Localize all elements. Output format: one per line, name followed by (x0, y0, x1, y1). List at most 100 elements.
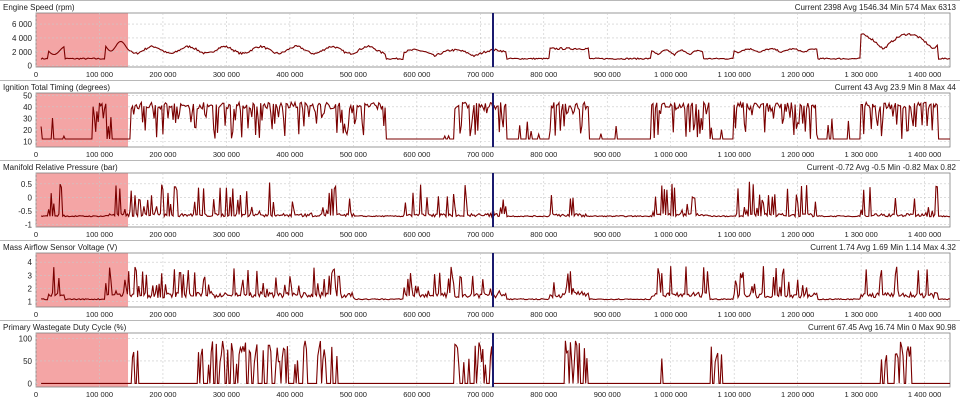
chart-panel-ignition-timing[interactable]: Ignition Total Timing (degrees) Current … (0, 80, 960, 160)
x-tick-label: 1 300 000 (844, 70, 877, 79)
y-tick-label: 2 000 (12, 48, 33, 57)
x-tick-label: 1 400 000 (908, 230, 941, 239)
x-tick-label: 200 000 (149, 70, 176, 79)
y-tick-label: 0 (28, 379, 33, 388)
x-tick-label: 100 000 (86, 150, 113, 159)
series-trace (41, 266, 951, 301)
x-tick-label: 800 000 (530, 390, 557, 399)
x-tick-label: 900 000 (594, 70, 621, 79)
x-tick-label: 600 000 (403, 230, 430, 239)
chart-panel-wastegate-duty[interactable]: Primary Wastegate Duty Cycle (%) Current… (0, 320, 960, 400)
x-tick-label: 1 300 000 (844, 150, 877, 159)
x-tick-label: 100 000 (86, 310, 113, 319)
x-tick-label: 400 000 (276, 230, 303, 239)
x-tick-label: 0 (34, 70, 38, 79)
x-tick-label: 700 000 (467, 390, 494, 399)
selection-range[interactable] (36, 173, 129, 227)
x-tick-label: 0 (34, 310, 38, 319)
x-tick-label: 1 100 000 (718, 310, 751, 319)
panel-title: Primary Wastegate Duty Cycle (%) (3, 323, 127, 332)
selection-range[interactable] (36, 333, 129, 387)
panel-stats: Current 43 Avg 23.9 Min 8 Max 44 (834, 83, 956, 92)
x-tick-label: 1 400 000 (908, 150, 941, 159)
y-tick-label: 0.5 (21, 180, 33, 189)
x-tick-label: 700 000 (467, 230, 494, 239)
plot-area[interactable]: 0 100 000 200 000 300 000 400 000 500 000 600 … (0, 1, 960, 81)
x-tick-label: 800 000 (530, 150, 557, 159)
y-tick-label: 2 (28, 285, 33, 294)
panel-title: Ignition Total Timing (degrees) (3, 83, 111, 92)
y-tick-label: 3 (28, 271, 33, 280)
x-tick-label: 300 000 (213, 150, 240, 159)
x-tick-label: 500 000 (340, 150, 367, 159)
y-tick-label: -0.5 (18, 207, 32, 216)
x-tick-label: 200 000 (149, 150, 176, 159)
y-tick-label: 4 (28, 258, 33, 267)
plot-area[interactable]: 0 100 000 200 000 300 000 400 000 500 000 600 … (0, 161, 960, 241)
x-tick-label: 800 000 (530, 70, 557, 79)
x-tick-label: 1 000 000 (654, 310, 687, 319)
x-tick-label: 200 000 (149, 230, 176, 239)
plot-area[interactable]: 0 100 000 200 000 300 000 400 000 500 000 600 … (0, 321, 960, 401)
x-tick-label: 200 000 (149, 390, 176, 399)
y-tick-label: 30 (23, 114, 32, 123)
panel-stats: Current 1.74 Avg 1.69 Min 1.14 Max 4.32 (810, 243, 956, 252)
y-tick-label: 4 000 (12, 34, 33, 43)
plot-area[interactable]: 0 100 000 200 000 300 000 400 000 500 000 600 … (0, 241, 960, 321)
x-tick-label: 1 300 000 (844, 230, 877, 239)
x-tick-label: 800 000 (530, 230, 557, 239)
x-tick-label: 1 200 000 (781, 230, 814, 239)
x-tick-label: 500 000 (340, 230, 367, 239)
x-tick-label: 1 000 000 (654, 70, 687, 79)
panel-title: Manifold Relative Pressure (bar) (3, 163, 118, 172)
plot-area[interactable]: 0 100 000 200 000 300 000 400 000 500 000 600 … (0, 81, 960, 161)
x-tick-label: 200 000 (149, 310, 176, 319)
panel-stats: Current -0.72 Avg -0.5 Min -0.82 Max 0.8… (806, 163, 956, 172)
x-tick-label: 1 300 000 (844, 310, 877, 319)
x-tick-label: 100 000 (86, 230, 113, 239)
x-tick-label: 1 000 000 (654, 150, 687, 159)
series-trace (40, 100, 950, 140)
panel-stats: Current 67.45 Avg 16.74 Min 0 Max 90.98 (808, 323, 956, 332)
x-tick-label: 1 400 000 (908, 390, 941, 399)
x-tick-label: 1 200 000 (781, 310, 814, 319)
x-tick-label: 700 000 (467, 70, 494, 79)
series-trace (41, 340, 950, 384)
x-tick-label: 600 000 (403, 390, 430, 399)
x-tick-label: 1 100 000 (718, 70, 751, 79)
panel-title: Engine Speed (rpm) (3, 3, 75, 12)
series-trace (40, 181, 950, 219)
x-tick-label: 600 000 (403, 70, 430, 79)
x-tick-label: 1 200 000 (781, 70, 814, 79)
x-tick-label: 300 000 (213, 70, 240, 79)
chart-panel-manifold-pressure[interactable]: Manifold Relative Pressure (bar) Current… (0, 160, 960, 240)
chart-panel-engine-speed[interactable]: Engine Speed (rpm) Current 2398 Avg 1546… (0, 0, 960, 80)
panel-stats: Current 2398 Avg 1546.34 Min 574 Max 631… (794, 3, 956, 12)
y-tick-label: 1 (28, 298, 33, 307)
chart-panel-maf-voltage[interactable]: Mass Airflow Sensor Voltage (V) Current … (0, 240, 960, 320)
x-tick-label: 800 000 (530, 310, 557, 319)
x-tick-label: 600 000 (403, 150, 430, 159)
x-tick-label: 300 000 (213, 310, 240, 319)
x-tick-label: 400 000 (276, 70, 303, 79)
x-tick-label: 100 000 (86, 70, 113, 79)
x-tick-label: 400 000 (276, 390, 303, 399)
y-tick-label: 40 (23, 103, 32, 112)
y-tick-label: 0 (28, 193, 33, 202)
x-tick-label: 500 000 (340, 70, 367, 79)
x-tick-label: 400 000 (276, 150, 303, 159)
y-tick-label: 50 (23, 91, 32, 100)
x-tick-label: 400 000 (276, 310, 303, 319)
x-tick-label: 1 000 000 (654, 230, 687, 239)
x-tick-label: 500 000 (340, 310, 367, 319)
x-tick-label: 1 400 000 (908, 70, 941, 79)
x-tick-label: 300 000 (213, 390, 240, 399)
x-tick-label: 900 000 (594, 150, 621, 159)
x-tick-label: 100 000 (86, 390, 113, 399)
x-tick-label: 600 000 (403, 310, 430, 319)
y-tick-label: 50 (23, 357, 32, 366)
x-tick-label: 1 200 000 (781, 390, 814, 399)
y-tick-label: -1 (25, 220, 33, 229)
y-tick-label: 6 000 (12, 20, 33, 29)
x-tick-label: 1 400 000 (908, 310, 941, 319)
